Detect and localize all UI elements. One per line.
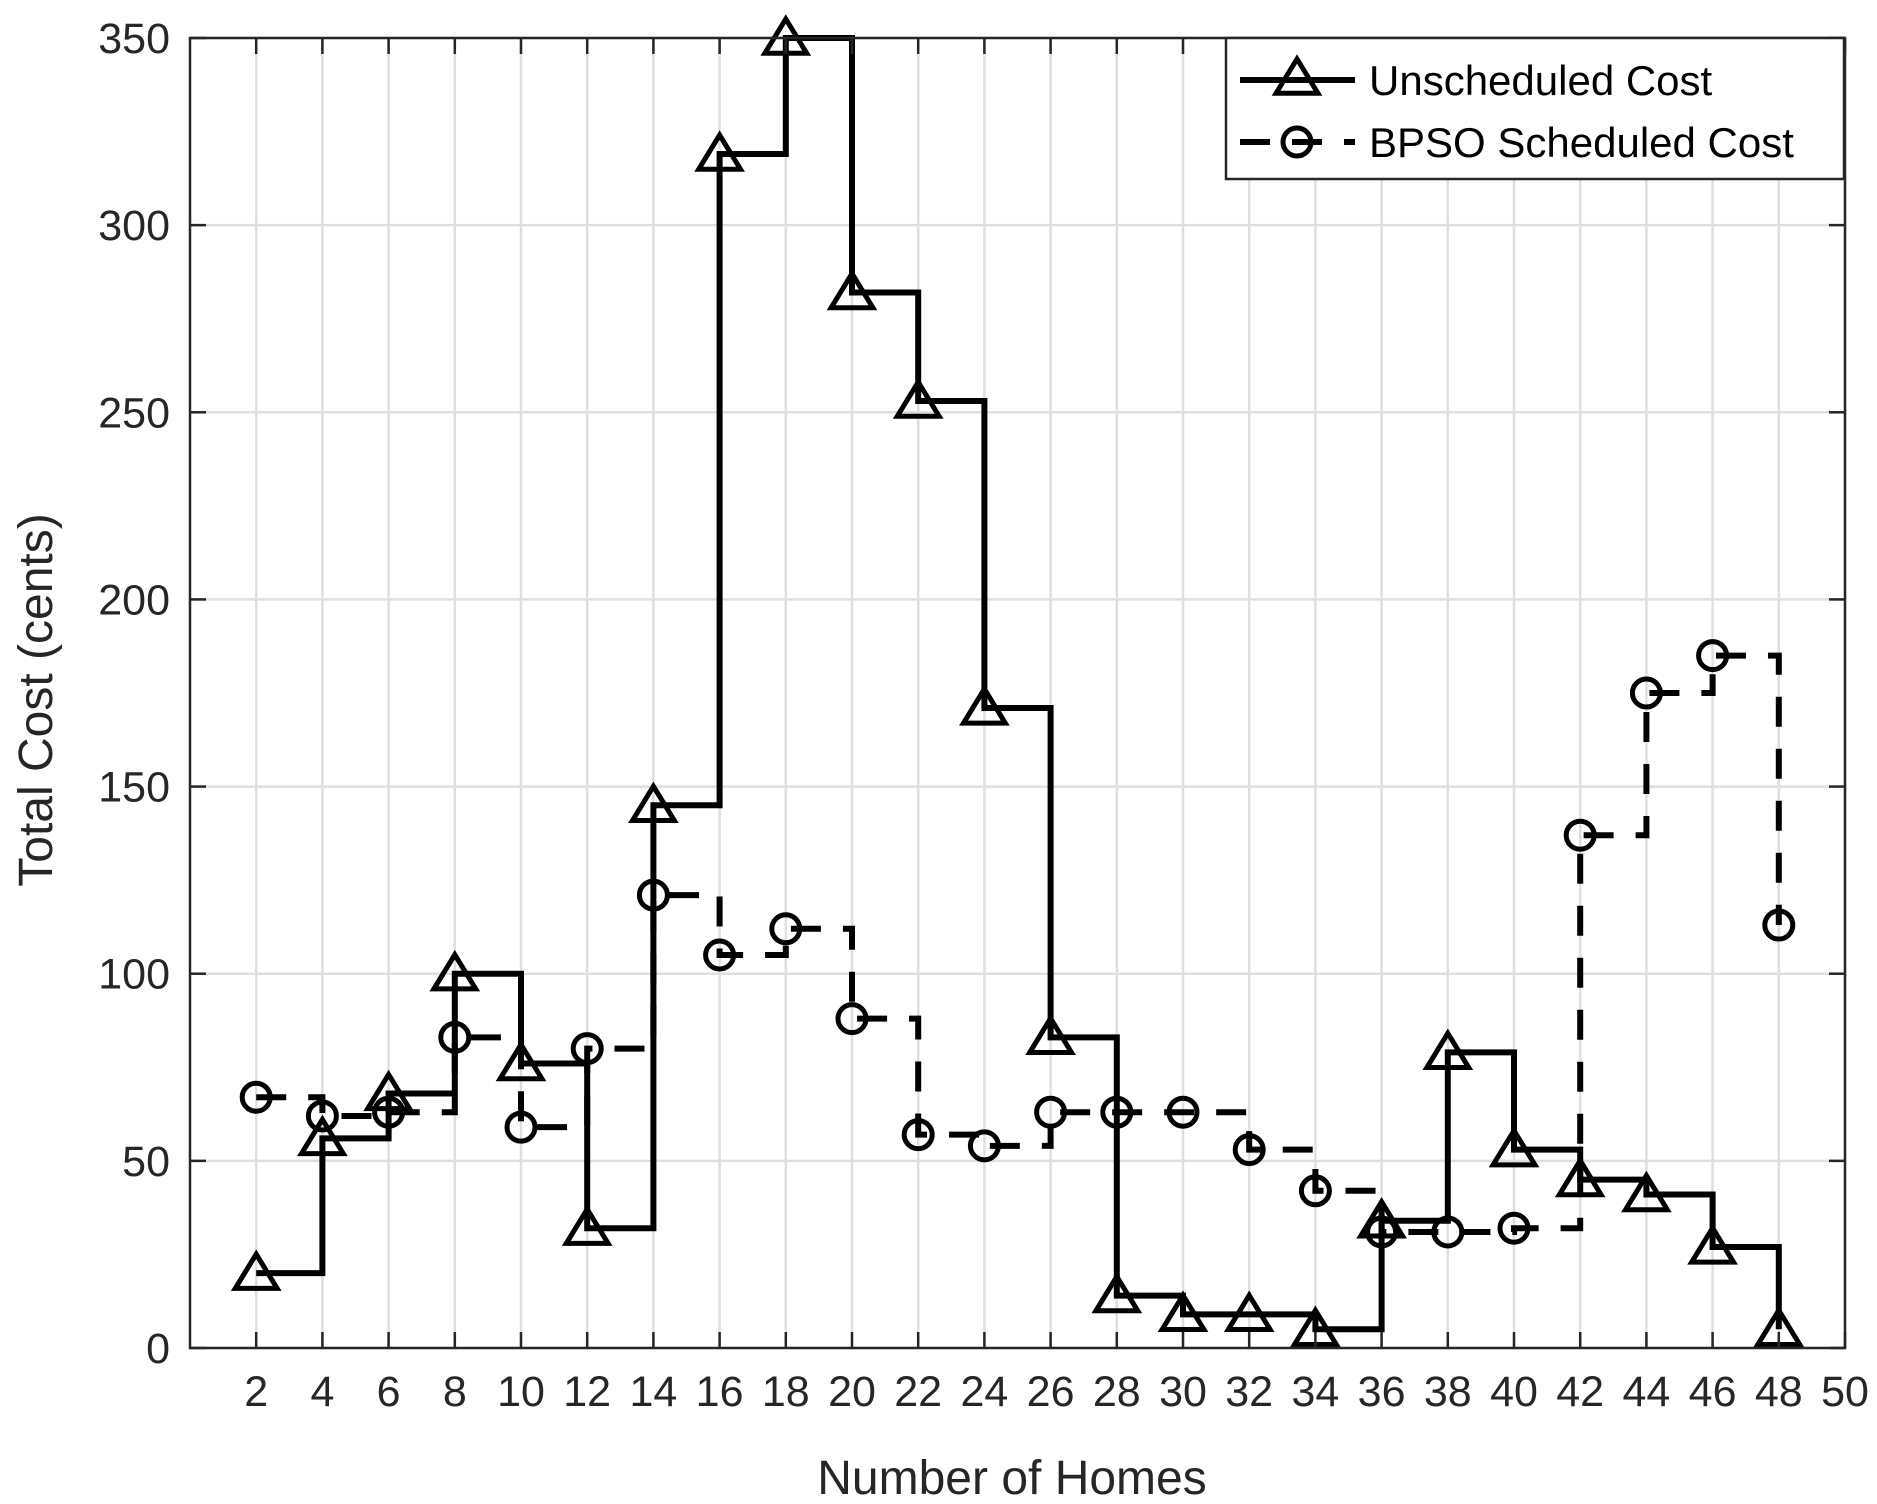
bpso-point (1762, 908, 1796, 942)
legend-marker-unscheduled (1271, 54, 1323, 96)
legend-sample-bpso (1240, 125, 1355, 159)
unscheduled-point (1687, 1223, 1738, 1265)
x-tick-label: 34 (1291, 1368, 1339, 1416)
bpso-point (1232, 1133, 1266, 1167)
x-tick-label: 16 (696, 1368, 744, 1416)
bpso-point (703, 938, 737, 972)
bpso-point (1365, 1215, 1399, 1249)
x-tick-label: 10 (497, 1368, 545, 1416)
series-layer (230, 14, 1805, 1347)
unscheduled-point (230, 1249, 282, 1291)
series-1 (239, 639, 1796, 1249)
unscheduled-point (628, 781, 679, 823)
y-tick-label: 150 (98, 764, 170, 812)
x-tick-label: 8 (443, 1368, 467, 1416)
x-tick-label: 40 (1490, 1368, 1538, 1416)
x-tick-label: 46 (1689, 1368, 1737, 1416)
unscheduled-point (1488, 1125, 1540, 1168)
x-tick-label: 30 (1159, 1368, 1207, 1416)
x-tick-label: 22 (894, 1368, 942, 1416)
unscheduled-point (1621, 1170, 1672, 1213)
x-axis-label: Number of Homes (817, 1452, 1206, 1504)
bpso-point (901, 1118, 935, 1152)
legend-box (1224, 36, 1846, 181)
x-tick-label: 2 (244, 1368, 268, 1416)
unscheduled-point (959, 684, 1010, 726)
unscheduled-point (1157, 1290, 1209, 1333)
unscheduled-point (694, 130, 745, 172)
unscheduled-point (1422, 1028, 1474, 1071)
x-tick-label: 48 (1755, 1368, 1803, 1416)
series-0 (230, 14, 1805, 1347)
unscheduled-point (363, 1069, 414, 1112)
y-axis-label: Total Cost (cents) (10, 513, 63, 886)
x-tick-label: 14 (629, 1368, 677, 1416)
bpso-point (438, 1020, 472, 1054)
x-tick-label: 6 (377, 1368, 401, 1416)
y-tick-label: 100 (98, 951, 170, 999)
bpso-point (1696, 639, 1730, 673)
bpso-point (1431, 1215, 1465, 1249)
unscheduled-point (1091, 1271, 1143, 1314)
bpso-point (769, 912, 803, 946)
y-tick-label: 350 (98, 15, 170, 63)
tick-labels: 2 4 6 8 10 12 14 16 18 20 22 24 26 28 30 32 34 36 38 40 42 44… (98, 15, 1869, 1416)
x-tick-label: 38 (1424, 1368, 1472, 1416)
bpso-point (239, 1080, 273, 1114)
bpso-point (305, 1099, 339, 1133)
bpso-point (372, 1095, 406, 1129)
x-tick-label: 32 (1225, 1368, 1273, 1416)
x-tick-label: 24 (960, 1368, 1008, 1416)
bpso-point (1497, 1211, 1531, 1245)
bpso-point (570, 1032, 604, 1066)
y-tick-label: 50 (122, 1138, 170, 1186)
y-tick-label: 0 (146, 1325, 170, 1373)
bpso-point (1298, 1174, 1332, 1208)
y-tick-label: 200 (98, 576, 170, 624)
bpso-point (1100, 1095, 1134, 1129)
unscheduled-point (1025, 1013, 1076, 1056)
unscheduled-point (429, 949, 481, 992)
bpso-point (1166, 1095, 1200, 1129)
bpso-point (1034, 1095, 1068, 1129)
x-tick-label: 42 (1556, 1368, 1604, 1416)
legend: Unscheduled Cost BPSO Scheduled Cost (1224, 36, 1846, 181)
x-tick-label: 12 (563, 1368, 611, 1416)
x-tick-label: 36 (1358, 1368, 1406, 1416)
legend-label-bpso: BPSO Scheduled Cost (1369, 119, 1794, 166)
x-tick-label: 4 (310, 1368, 334, 1416)
unscheduled-point (561, 1204, 613, 1246)
x-tick-label: 50 (1821, 1368, 1869, 1416)
unscheduled-point (1356, 1196, 1407, 1239)
legend-sample-unscheduled (1240, 54, 1355, 96)
x-tick-label: 26 (1027, 1368, 1075, 1416)
bpso-point (1629, 676, 1663, 710)
legend-label-unscheduled: Unscheduled Cost (1369, 57, 1713, 104)
unscheduled-point (297, 1114, 348, 1157)
bpso-point (1563, 818, 1597, 852)
bpso-point (636, 878, 670, 912)
unscheduled-point (892, 377, 944, 419)
unscheduled-point (826, 268, 878, 311)
bpso-point (504, 1110, 538, 1144)
axes-box (188, 36, 1847, 1350)
legend-marker-bpso (1280, 125, 1314, 159)
bpso-scheduled-cost-line (256, 652, 1782, 1235)
y-tick-label: 250 (98, 389, 170, 437)
unscheduled-cost-line (256, 35, 1782, 1333)
y-tick-label: 300 (98, 202, 170, 250)
x-tick-label: 44 (1622, 1368, 1670, 1416)
x-tick-label: 20 (828, 1368, 876, 1416)
x-tick-label: 28 (1093, 1368, 1141, 1416)
x-tick-label: 18 (762, 1368, 810, 1416)
unscheduled-point (1223, 1290, 1275, 1333)
unscheduled-point (495, 1039, 547, 1082)
bpso-point (835, 1002, 869, 1036)
bpso-point (967, 1129, 1001, 1163)
